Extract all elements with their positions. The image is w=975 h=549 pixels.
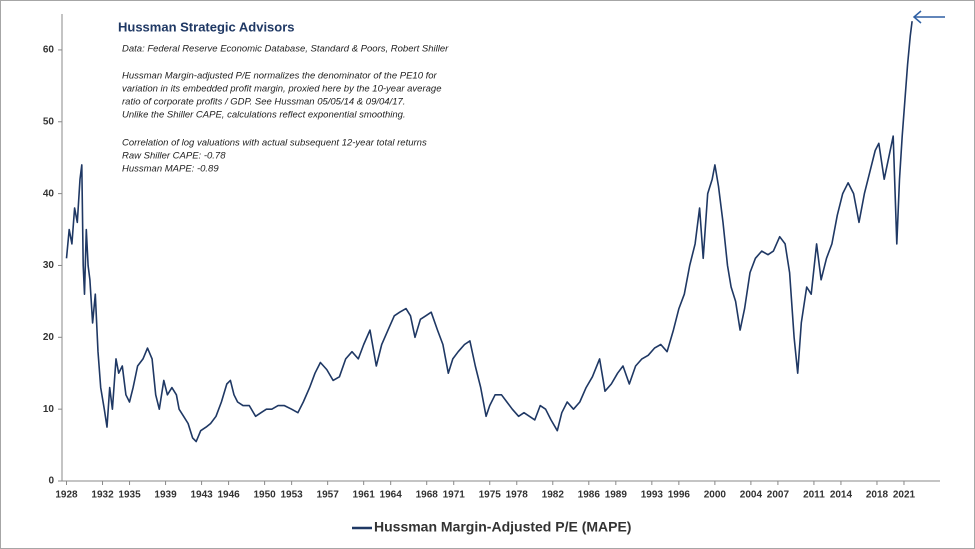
x-tick-label: 1971	[443, 490, 466, 501]
x-tick-label: 2021	[893, 490, 916, 501]
x-tick-label: 1939	[154, 490, 177, 501]
x-tick-label: 1964	[380, 490, 403, 501]
data-line	[65, 21, 913, 443]
x-tick-label: 1957	[317, 490, 340, 501]
x-tick-label: 2018	[866, 490, 889, 501]
x-tick-label: 1961	[353, 490, 376, 501]
x-tick-label: 1993	[641, 490, 664, 501]
annotation: ratio of corporate profits / GDP. See Hu…	[122, 97, 405, 108]
annotation: Hussman Margin-adjusted P/E normalizes t…	[122, 71, 438, 82]
annotation: Unlike the Shiller CAPE, calculations re…	[122, 110, 406, 121]
x-tick-label: 2014	[830, 490, 853, 501]
y-tick-label: 40	[43, 188, 55, 199]
x-tick-label: 2000	[704, 490, 727, 501]
x-tick-label: 1953	[281, 490, 304, 501]
arrow	[912, 10, 945, 24]
x-tick-label: 1946	[217, 490, 240, 501]
x-tick-label: 1978	[506, 490, 529, 501]
annotation: Hussman MAPE: -0.89	[122, 164, 219, 175]
x-tick-label: 1935	[118, 490, 141, 501]
legend-label: Hussman Margin-Adjusted P/E (MAPE)	[374, 519, 631, 535]
annotation: Raw Shiller CAPE: -0.78	[122, 151, 226, 162]
x-tick-label: 1932	[91, 490, 114, 501]
annotation: Correlation of log valuations with actua…	[122, 138, 427, 149]
x-tick-label: 1986	[578, 490, 601, 501]
annotation: variation in its embedded profit margin,…	[122, 84, 441, 95]
x-tick-label: 1943	[190, 490, 213, 501]
y-tick-label: 20	[43, 332, 55, 343]
y-tick-label: 10	[43, 404, 55, 415]
x-tick-label: 1968	[416, 490, 439, 501]
x-tick-label: 1975	[479, 490, 502, 501]
x-tick-label: 2011	[803, 490, 825, 501]
x-tick-label: 1996	[668, 490, 691, 501]
x-tick-label: 2004	[740, 490, 763, 501]
x-tick-label: 2007	[767, 490, 790, 501]
y-tick-label: 30	[43, 260, 55, 271]
annotation: Data: Federal Reserve Economic Database,…	[122, 44, 449, 55]
x-tick-label: 1982	[542, 490, 565, 501]
x-tick-label: 1950	[253, 490, 276, 501]
x-tick-label: 1928	[55, 490, 78, 501]
y-tick-label: 0	[48, 476, 54, 487]
chart-title: Hussman Strategic Advisors	[118, 19, 295, 34]
y-tick-label: 50	[43, 116, 55, 127]
x-tick-label: 1989	[605, 490, 628, 501]
y-tick-label: 60	[43, 45, 55, 56]
